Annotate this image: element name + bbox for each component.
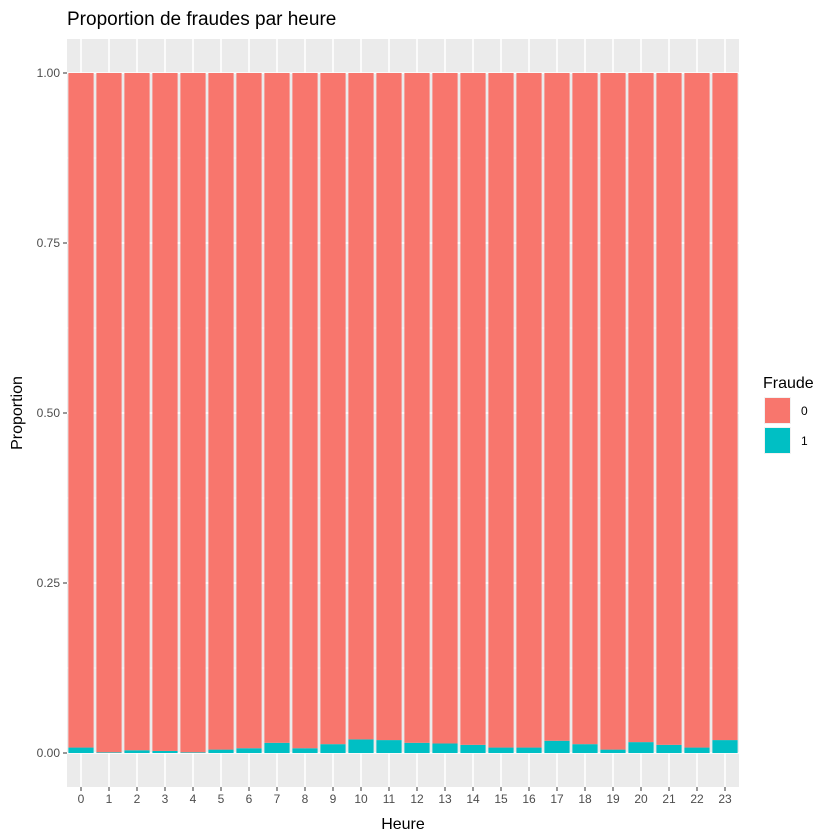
bars <box>68 73 738 753</box>
bar-segment-fraude-1 <box>376 740 402 753</box>
bar-segment-fraude-1 <box>68 747 94 753</box>
legend-label: 0 <box>801 404 808 418</box>
bar-segment-fraude-0 <box>208 73 234 750</box>
bar-segment-fraude-1 <box>124 750 150 753</box>
bar-segment-fraude-0 <box>68 73 94 748</box>
x-tick-label: 17 <box>550 792 564 806</box>
bar-segment-fraude-0 <box>404 73 430 743</box>
bar-segment-fraude-1 <box>656 744 682 753</box>
bar-segment-fraude-1 <box>460 744 486 753</box>
bar-segment-fraude-0 <box>264 73 290 743</box>
bar-segment-fraude-1 <box>152 750 178 753</box>
bar-segment-fraude-0 <box>656 73 682 745</box>
bar-segment-fraude-0 <box>488 73 514 748</box>
x-tick-label: 0 <box>78 792 85 806</box>
bar-segment-fraude-1 <box>236 748 262 753</box>
bar-segment-fraude-1 <box>572 744 598 753</box>
bar-segment-fraude-0 <box>96 73 122 753</box>
grid-minor <box>67 157 739 669</box>
y-axis: 0.00 0.25 0.50 0.75 1.00 <box>37 66 67 760</box>
x-tick-label: 3 <box>162 792 169 806</box>
x-tick-label: 20 <box>634 792 648 806</box>
bar-segment-fraude-1 <box>348 739 374 753</box>
x-tick-label: 18 <box>578 792 592 806</box>
bar-segment-fraude-0 <box>712 73 738 741</box>
legend-title: Fraude <box>763 375 814 392</box>
bar-segment-fraude-1 <box>404 742 430 753</box>
y-tick-label: 1.00 <box>37 66 61 80</box>
x-tick-label: 4 <box>190 792 197 806</box>
x-tick-label: 6 <box>246 792 253 806</box>
y-tick-label: 0.50 <box>37 406 61 420</box>
x-tick-label: 8 <box>302 792 309 806</box>
x-axis: 0 1 2 3 4 5 6 7 8 9 10 11 12 13 14 15 16 17 18 19 20 21 22 23 <box>78 787 732 806</box>
bar-segment-fraude-1 <box>432 743 458 753</box>
y-tick-label: 0.00 <box>37 746 61 760</box>
y-tick-label: 0.75 <box>37 236 61 250</box>
bar-segment-fraude-0 <box>460 73 486 745</box>
bar-segment-fraude-1 <box>684 747 710 753</box>
chart-title: Proportion de fraudes par heure <box>67 9 336 30</box>
x-axis-label: Heure <box>381 816 425 833</box>
bar-segment-fraude-0 <box>432 73 458 744</box>
bar-segment-fraude-1 <box>516 747 542 753</box>
x-tick-label: 14 <box>466 792 480 806</box>
y-tick-label: 0.25 <box>37 576 61 590</box>
legend: Fraude 01 <box>763 375 814 454</box>
bar-segment-fraude-1 <box>320 744 346 753</box>
x-tick-label: 13 <box>438 792 452 806</box>
bar-segment-fraude-1 <box>628 742 654 753</box>
bar-segment-fraude-0 <box>572 73 598 745</box>
bar-segment-fraude-0 <box>320 73 346 745</box>
bar-segment-fraude-0 <box>152 73 178 751</box>
legend-swatch <box>765 428 790 453</box>
x-tick-label: 21 <box>662 792 676 806</box>
bar-segment-fraude-0 <box>236 73 262 749</box>
bar-segment-fraude-1 <box>292 748 318 753</box>
legend-items: 01 <box>764 397 808 454</box>
legend-label: 1 <box>801 434 808 448</box>
bar-segment-fraude-1 <box>544 740 570 753</box>
x-tick-label: 16 <box>522 792 536 806</box>
x-tick-label: 12 <box>410 792 424 806</box>
bar-segment-fraude-0 <box>628 73 654 743</box>
x-tick-label: 1 <box>106 792 113 806</box>
x-tick-label: 19 <box>606 792 620 806</box>
y-axis-label: Proportion <box>9 376 26 450</box>
bar-segment-fraude-0 <box>348 73 374 740</box>
bar-segment-fraude-1 <box>180 752 206 753</box>
bar-segment-fraude-0 <box>600 73 626 750</box>
x-tick-label: 22 <box>690 792 704 806</box>
x-tick-label: 23 <box>718 792 732 806</box>
bar-segment-fraude-1 <box>264 742 290 753</box>
bar-segment-fraude-1 <box>208 749 234 753</box>
bar-segment-fraude-0 <box>124 73 150 751</box>
bar-segment-fraude-1 <box>96 752 122 753</box>
x-tick-label: 7 <box>274 792 281 806</box>
bar-segment-fraude-0 <box>180 73 206 753</box>
x-tick-label: 15 <box>494 792 508 806</box>
bar-segment-fraude-1 <box>600 749 626 753</box>
bar-segment-fraude-0 <box>292 73 318 749</box>
bar-segment-fraude-0 <box>516 73 542 748</box>
x-tick-label: 10 <box>354 792 368 806</box>
bar-segment-fraude-1 <box>712 740 738 753</box>
bar-segment-fraude-1 <box>488 747 514 753</box>
bar-segment-fraude-0 <box>376 73 402 741</box>
legend-swatch <box>765 398 790 423</box>
bar-segment-fraude-0 <box>684 73 710 748</box>
bar-segment-fraude-0 <box>544 73 570 741</box>
x-tick-label: 11 <box>383 792 396 806</box>
x-tick-label: 5 <box>218 792 225 806</box>
x-tick-label: 9 <box>330 792 337 806</box>
x-tick-label: 2 <box>134 792 141 806</box>
